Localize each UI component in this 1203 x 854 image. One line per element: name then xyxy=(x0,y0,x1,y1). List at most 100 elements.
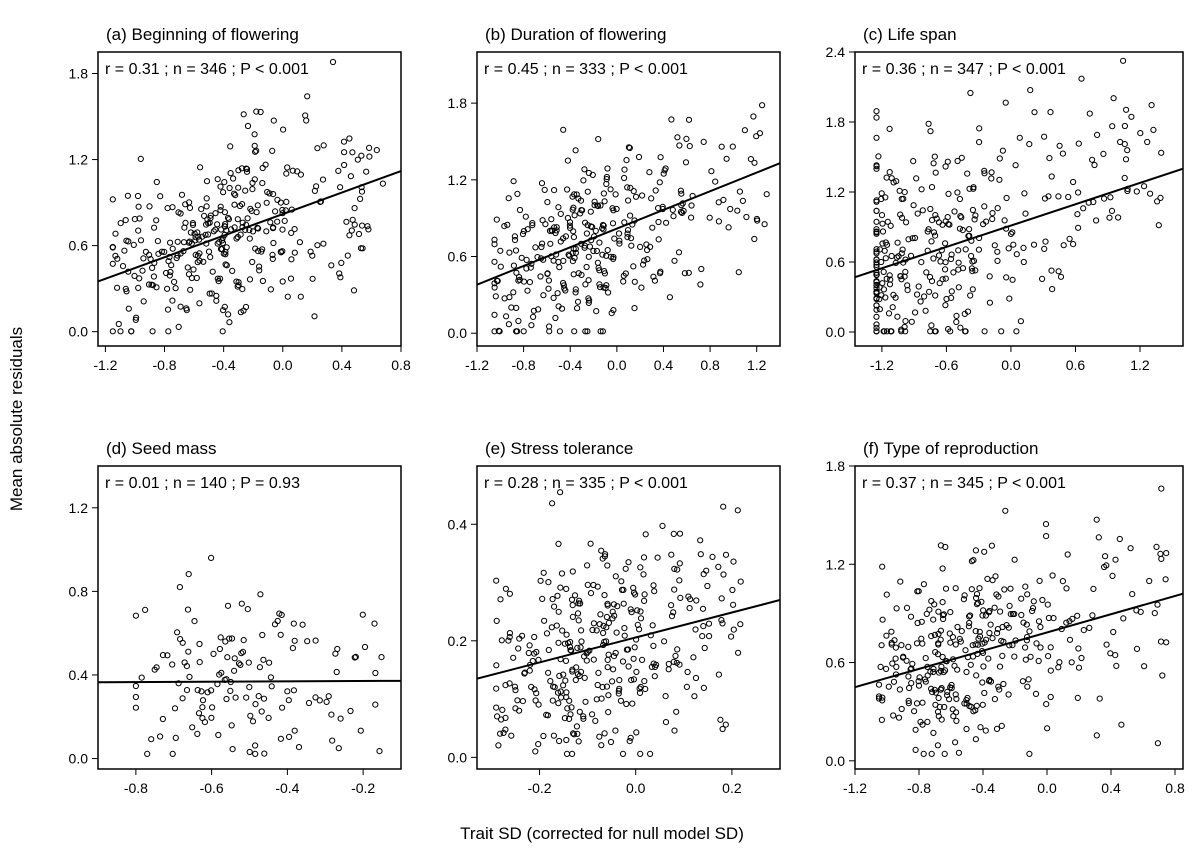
data-point xyxy=(641,591,648,598)
data-point xyxy=(526,667,533,674)
data-point xyxy=(994,248,1001,255)
x-tick-label: 0.0 xyxy=(1001,357,1021,373)
data-point xyxy=(981,548,988,555)
data-point xyxy=(915,588,922,595)
data-point xyxy=(526,279,534,286)
data-point xyxy=(1089,156,1096,163)
data-point xyxy=(561,715,569,722)
data-point xyxy=(998,637,1005,644)
data-point xyxy=(668,551,675,558)
data-point xyxy=(229,267,236,274)
data-point xyxy=(656,179,663,186)
panel-title: (b) Duration of flowering xyxy=(485,25,666,44)
data-point xyxy=(1066,235,1073,242)
data-point xyxy=(571,328,578,335)
data-point xyxy=(569,666,576,673)
data-point xyxy=(1103,562,1110,569)
data-point xyxy=(701,644,708,652)
data-point xyxy=(603,683,611,690)
data-point xyxy=(923,269,930,276)
data-point xyxy=(249,258,256,266)
data-point xyxy=(1101,195,1108,202)
data-point xyxy=(1093,217,1100,224)
data-point xyxy=(936,669,943,676)
data-point xyxy=(132,316,139,323)
y-tick-label: 0.8 xyxy=(69,583,89,599)
data-point xyxy=(989,577,996,584)
data-point xyxy=(1011,653,1018,660)
data-point xyxy=(1108,207,1116,214)
data-point xyxy=(966,226,973,233)
data-point xyxy=(179,639,186,646)
data-point xyxy=(538,243,545,251)
data-point xyxy=(283,170,290,177)
data-point xyxy=(625,197,632,204)
data-point xyxy=(159,715,166,723)
data-point xyxy=(207,215,214,222)
data-point xyxy=(567,224,574,232)
data-point xyxy=(246,748,253,756)
data-point xyxy=(214,221,221,228)
data-point xyxy=(187,286,194,293)
data-point xyxy=(957,213,964,220)
data-point xyxy=(279,704,286,711)
data-point xyxy=(174,629,181,636)
data-point xyxy=(1047,109,1054,116)
data-point xyxy=(1045,653,1052,660)
data-point xyxy=(668,602,675,609)
data-point xyxy=(956,635,963,643)
data-point xyxy=(221,303,228,310)
data-point xyxy=(515,317,522,325)
data-point xyxy=(184,264,191,271)
data-point xyxy=(889,660,896,667)
data-point xyxy=(1018,595,1025,602)
data-point xyxy=(493,704,500,711)
data-point xyxy=(240,637,247,644)
data-point xyxy=(621,174,628,182)
data-point xyxy=(109,260,116,267)
data-point xyxy=(372,701,379,708)
data-point xyxy=(928,184,936,191)
data-point xyxy=(231,224,238,231)
data-point xyxy=(532,748,539,755)
data-point xyxy=(649,224,656,231)
data-point xyxy=(596,733,603,740)
data-point xyxy=(756,130,764,137)
data-point xyxy=(560,257,567,264)
data-point xyxy=(294,168,301,175)
data-point xyxy=(216,645,223,653)
data-point xyxy=(571,254,578,262)
data-point xyxy=(1010,241,1017,248)
data-point xyxy=(998,722,1005,730)
data-point xyxy=(1045,614,1053,622)
data-point xyxy=(502,682,509,689)
data-point xyxy=(607,738,615,746)
data-point xyxy=(882,239,889,246)
data-point xyxy=(254,202,261,209)
data-point xyxy=(1055,193,1062,200)
data-point xyxy=(952,585,959,592)
data-point xyxy=(572,676,579,684)
data-point xyxy=(172,285,179,292)
data-point xyxy=(706,214,713,221)
y-tick-label: 1.2 xyxy=(69,152,89,168)
data-point xyxy=(690,654,697,661)
data-point xyxy=(172,734,179,742)
data-point xyxy=(621,166,628,173)
data-point xyxy=(898,326,905,333)
data-point xyxy=(514,328,521,335)
data-point xyxy=(942,275,949,282)
x-tick-label: -1.2 xyxy=(843,780,867,796)
data-point xyxy=(506,590,513,597)
data-point xyxy=(1137,608,1144,616)
data-point xyxy=(579,207,586,214)
data-point xyxy=(672,652,679,660)
data-point xyxy=(582,281,589,288)
data-point xyxy=(873,271,880,279)
data-point xyxy=(183,307,190,314)
data-point xyxy=(986,629,993,637)
data-point xyxy=(1007,230,1015,237)
data-point xyxy=(627,606,634,613)
data-point xyxy=(955,749,963,756)
